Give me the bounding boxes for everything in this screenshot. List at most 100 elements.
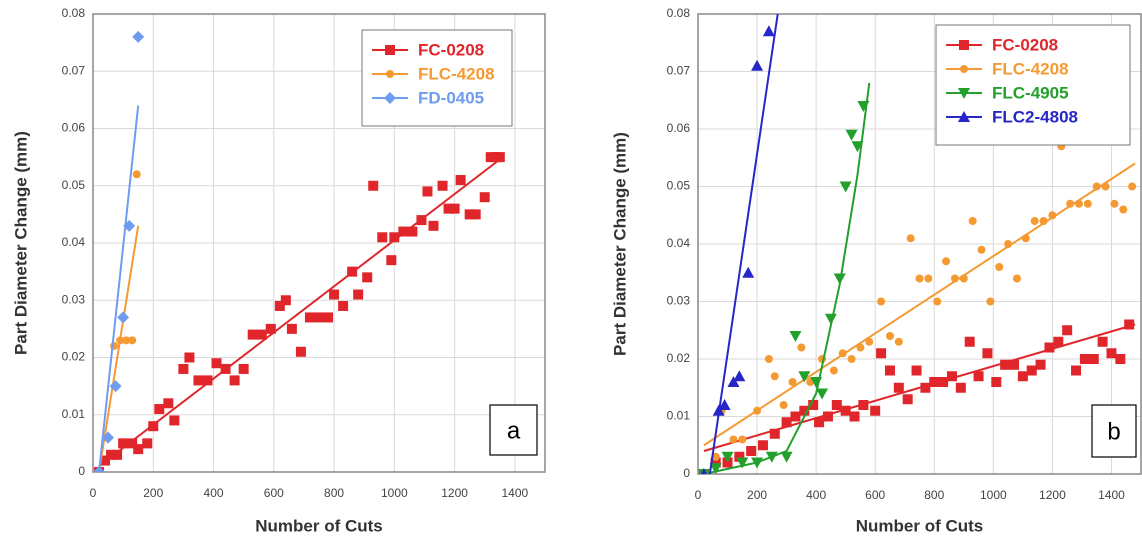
marker bbox=[479, 192, 490, 203]
marker bbox=[968, 217, 977, 225]
marker bbox=[816, 388, 829, 400]
marker bbox=[280, 295, 291, 306]
marker bbox=[422, 186, 433, 197]
marker bbox=[122, 336, 131, 345]
marker bbox=[389, 232, 400, 243]
marker bbox=[788, 378, 797, 386]
marker bbox=[1000, 359, 1011, 370]
marker bbox=[711, 452, 720, 461]
marker bbox=[779, 401, 788, 409]
marker bbox=[1083, 199, 1092, 208]
x-tick-label: 1000 bbox=[980, 488, 1007, 502]
y-axis-title: Part Diameter Change (mm) bbox=[11, 131, 30, 355]
marker bbox=[132, 170, 141, 179]
marker bbox=[915, 274, 924, 283]
marker bbox=[757, 440, 768, 451]
marker bbox=[238, 363, 249, 374]
marker bbox=[229, 375, 240, 386]
marker bbox=[709, 463, 722, 474]
panel-label-box bbox=[489, 404, 538, 456]
marker bbox=[884, 365, 895, 376]
x-tick-label: 800 bbox=[924, 488, 944, 502]
marker bbox=[385, 45, 395, 55]
marker bbox=[973, 371, 984, 382]
marker bbox=[960, 65, 968, 73]
trend-line bbox=[703, 82, 871, 474]
x-tick-label: 600 bbox=[264, 486, 284, 500]
marker bbox=[924, 274, 933, 283]
legend-label: FLC-4208 bbox=[992, 59, 1069, 78]
y-tick-label: 0.04 bbox=[667, 236, 691, 250]
marker bbox=[386, 255, 397, 266]
marker bbox=[829, 366, 838, 375]
marker bbox=[102, 431, 115, 444]
legend-label: FLC2-4808 bbox=[992, 107, 1078, 126]
marker bbox=[1097, 336, 1108, 347]
marker bbox=[1128, 182, 1137, 191]
marker bbox=[822, 411, 833, 422]
marker bbox=[1071, 365, 1082, 376]
marker bbox=[407, 226, 418, 237]
trend-line bbox=[703, 162, 1136, 447]
marker bbox=[323, 312, 334, 323]
marker bbox=[734, 451, 745, 462]
y-tick-label: 0.07 bbox=[667, 64, 691, 78]
marker bbox=[184, 352, 195, 363]
marker bbox=[314, 312, 324, 323]
y-axis-title: Part Diameter Change (mm) bbox=[610, 132, 629, 356]
marker bbox=[808, 400, 819, 410]
y-tick-label: 0.04 bbox=[62, 235, 86, 249]
marker bbox=[958, 88, 970, 99]
y-tick-label: 0.06 bbox=[667, 121, 691, 135]
y-tick-label: 0.06 bbox=[62, 121, 86, 135]
marker bbox=[304, 312, 315, 323]
y-tick-label: 0 bbox=[78, 464, 85, 478]
x-tick-label: 400 bbox=[204, 486, 224, 500]
marker bbox=[955, 382, 966, 393]
legend: FC-0208 FLC-4208 FLC-4905 FLC2-4808 bbox=[935, 24, 1131, 146]
x-tick-label: 0 bbox=[90, 486, 97, 500]
marker bbox=[781, 417, 792, 428]
marker bbox=[368, 180, 379, 191]
plot-frame bbox=[697, 13, 1142, 475]
legend-label: FC-0208 bbox=[992, 35, 1058, 54]
marker bbox=[118, 438, 129, 449]
marker bbox=[1106, 348, 1117, 359]
x-tick-label: 1400 bbox=[1098, 488, 1125, 502]
marker bbox=[929, 377, 940, 387]
x-tick-label: 1000 bbox=[381, 486, 408, 500]
marker bbox=[814, 417, 825, 428]
plot-area bbox=[698, 14, 1137, 474]
marker bbox=[1124, 319, 1135, 330]
trend-line bbox=[708, 14, 779, 474]
marker bbox=[958, 111, 970, 122]
y-tick-label: 0 bbox=[683, 466, 690, 480]
marker bbox=[727, 376, 740, 387]
marker bbox=[959, 40, 969, 50]
panel-label: a bbox=[507, 417, 521, 444]
marker bbox=[163, 398, 174, 409]
marker bbox=[1092, 182, 1101, 191]
y-tick-label: 0.08 bbox=[62, 6, 86, 20]
marker bbox=[443, 203, 454, 214]
marker bbox=[780, 451, 793, 463]
marker bbox=[386, 70, 394, 78]
marker bbox=[377, 232, 388, 243]
marker bbox=[920, 382, 931, 393]
marker bbox=[885, 332, 894, 340]
x-tick-label: 200 bbox=[143, 486, 163, 500]
trend-line bbox=[98, 156, 504, 468]
panel-label: b bbox=[1107, 418, 1120, 445]
y-tick-label: 0.02 bbox=[667, 351, 691, 365]
marker bbox=[894, 337, 903, 346]
y-tick-label: 0.08 bbox=[667, 6, 691, 20]
marker bbox=[1044, 342, 1055, 353]
marker bbox=[799, 405, 810, 416]
marker bbox=[384, 92, 396, 104]
x-tick-label: 400 bbox=[806, 488, 826, 502]
marker bbox=[494, 152, 505, 163]
y-tick-label: 0.03 bbox=[667, 294, 691, 308]
marker bbox=[117, 311, 130, 324]
marker bbox=[1079, 354, 1090, 364]
